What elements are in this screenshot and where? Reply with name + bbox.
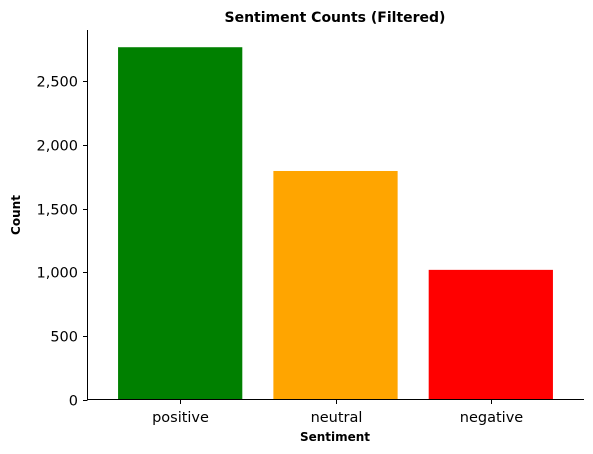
x-tick-label-positive: positive bbox=[152, 410, 209, 426]
bar-negative bbox=[428, 269, 553, 400]
y-tick-label: 500 bbox=[50, 330, 78, 346]
x-tick-label-neutral: neutral bbox=[311, 410, 363, 426]
y-tick-label: 2,500 bbox=[36, 75, 78, 91]
bar-neutral bbox=[273, 170, 398, 400]
x-tick-label-negative: negative bbox=[460, 410, 523, 426]
x-axis-title: Sentiment bbox=[300, 430, 370, 444]
y-axis-title: Count bbox=[9, 195, 23, 235]
y-tick-label: 0 bbox=[69, 394, 78, 410]
bars-layer bbox=[118, 47, 553, 400]
y-tick-label: 1,500 bbox=[36, 203, 78, 219]
x-ticks-layer: positive neutral negative bbox=[152, 400, 523, 426]
y-tick-label: 1,000 bbox=[36, 266, 78, 282]
bar-positive bbox=[118, 47, 243, 400]
chart-title: Sentiment Counts (Filtered) bbox=[225, 10, 446, 26]
y-ticks-layer: 0 500 1,000 1,500 2,000 2,500 bbox=[36, 75, 87, 410]
y-tick-label: 2,000 bbox=[36, 139, 78, 155]
